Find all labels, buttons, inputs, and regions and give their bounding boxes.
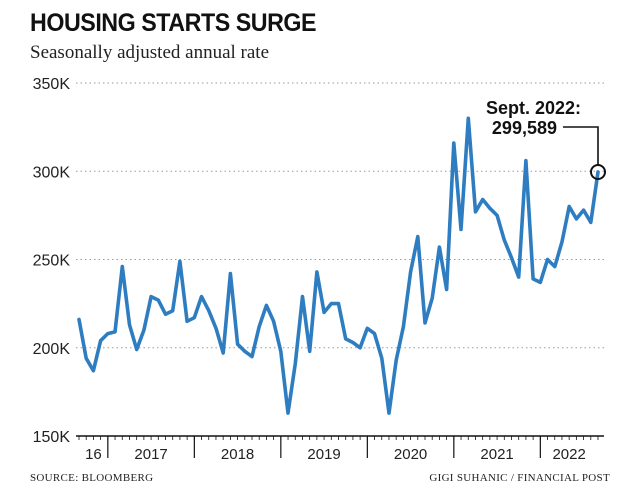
series-layer (77, 116, 600, 415)
chart-subtitle: Seasonally adjusted annual rate (30, 42, 270, 63)
x-tick-label: 2020 (394, 446, 427, 463)
y-tick-label: 200K (33, 341, 71, 358)
y-tick-label: 300K (33, 164, 71, 181)
x-tick-label: 2017 (134, 446, 167, 463)
y-axis-tick-labels: 150K 200K 250K 300K 350K (33, 76, 71, 446)
x-tick-label: 2018 (221, 446, 254, 463)
credit-note: GIGI SUHANIC / FINANCIAL POST (429, 472, 610, 484)
y-tick-label: 350K (33, 76, 71, 93)
x-axis: 16 2017 2018 2019 2020 2021 2022 (78, 436, 599, 463)
chart-title: HOUSING STARTS SURGE (30, 9, 317, 37)
x-tick-label: 2021 (480, 446, 513, 463)
gridlines (76, 82, 604, 437)
x-tick-label: 2019 (307, 446, 340, 463)
x-tick-label: 2022 (552, 446, 585, 463)
annotation-marker (590, 163, 606, 180)
y-tick-label: 250K (33, 253, 71, 270)
annotation-value: 299,589 (492, 118, 557, 138)
annotation-layer: Sept. 2022:299,589 (486, 98, 606, 180)
annotation-label: Sept. 2022: (486, 98, 581, 118)
x-tick-label: 16 (85, 446, 102, 463)
annotation-leader (563, 126, 599, 165)
source-note: SOURCE: BLOOMBERG (30, 472, 154, 484)
y-tick-label: 150K (33, 429, 71, 446)
series-line (77, 116, 600, 415)
